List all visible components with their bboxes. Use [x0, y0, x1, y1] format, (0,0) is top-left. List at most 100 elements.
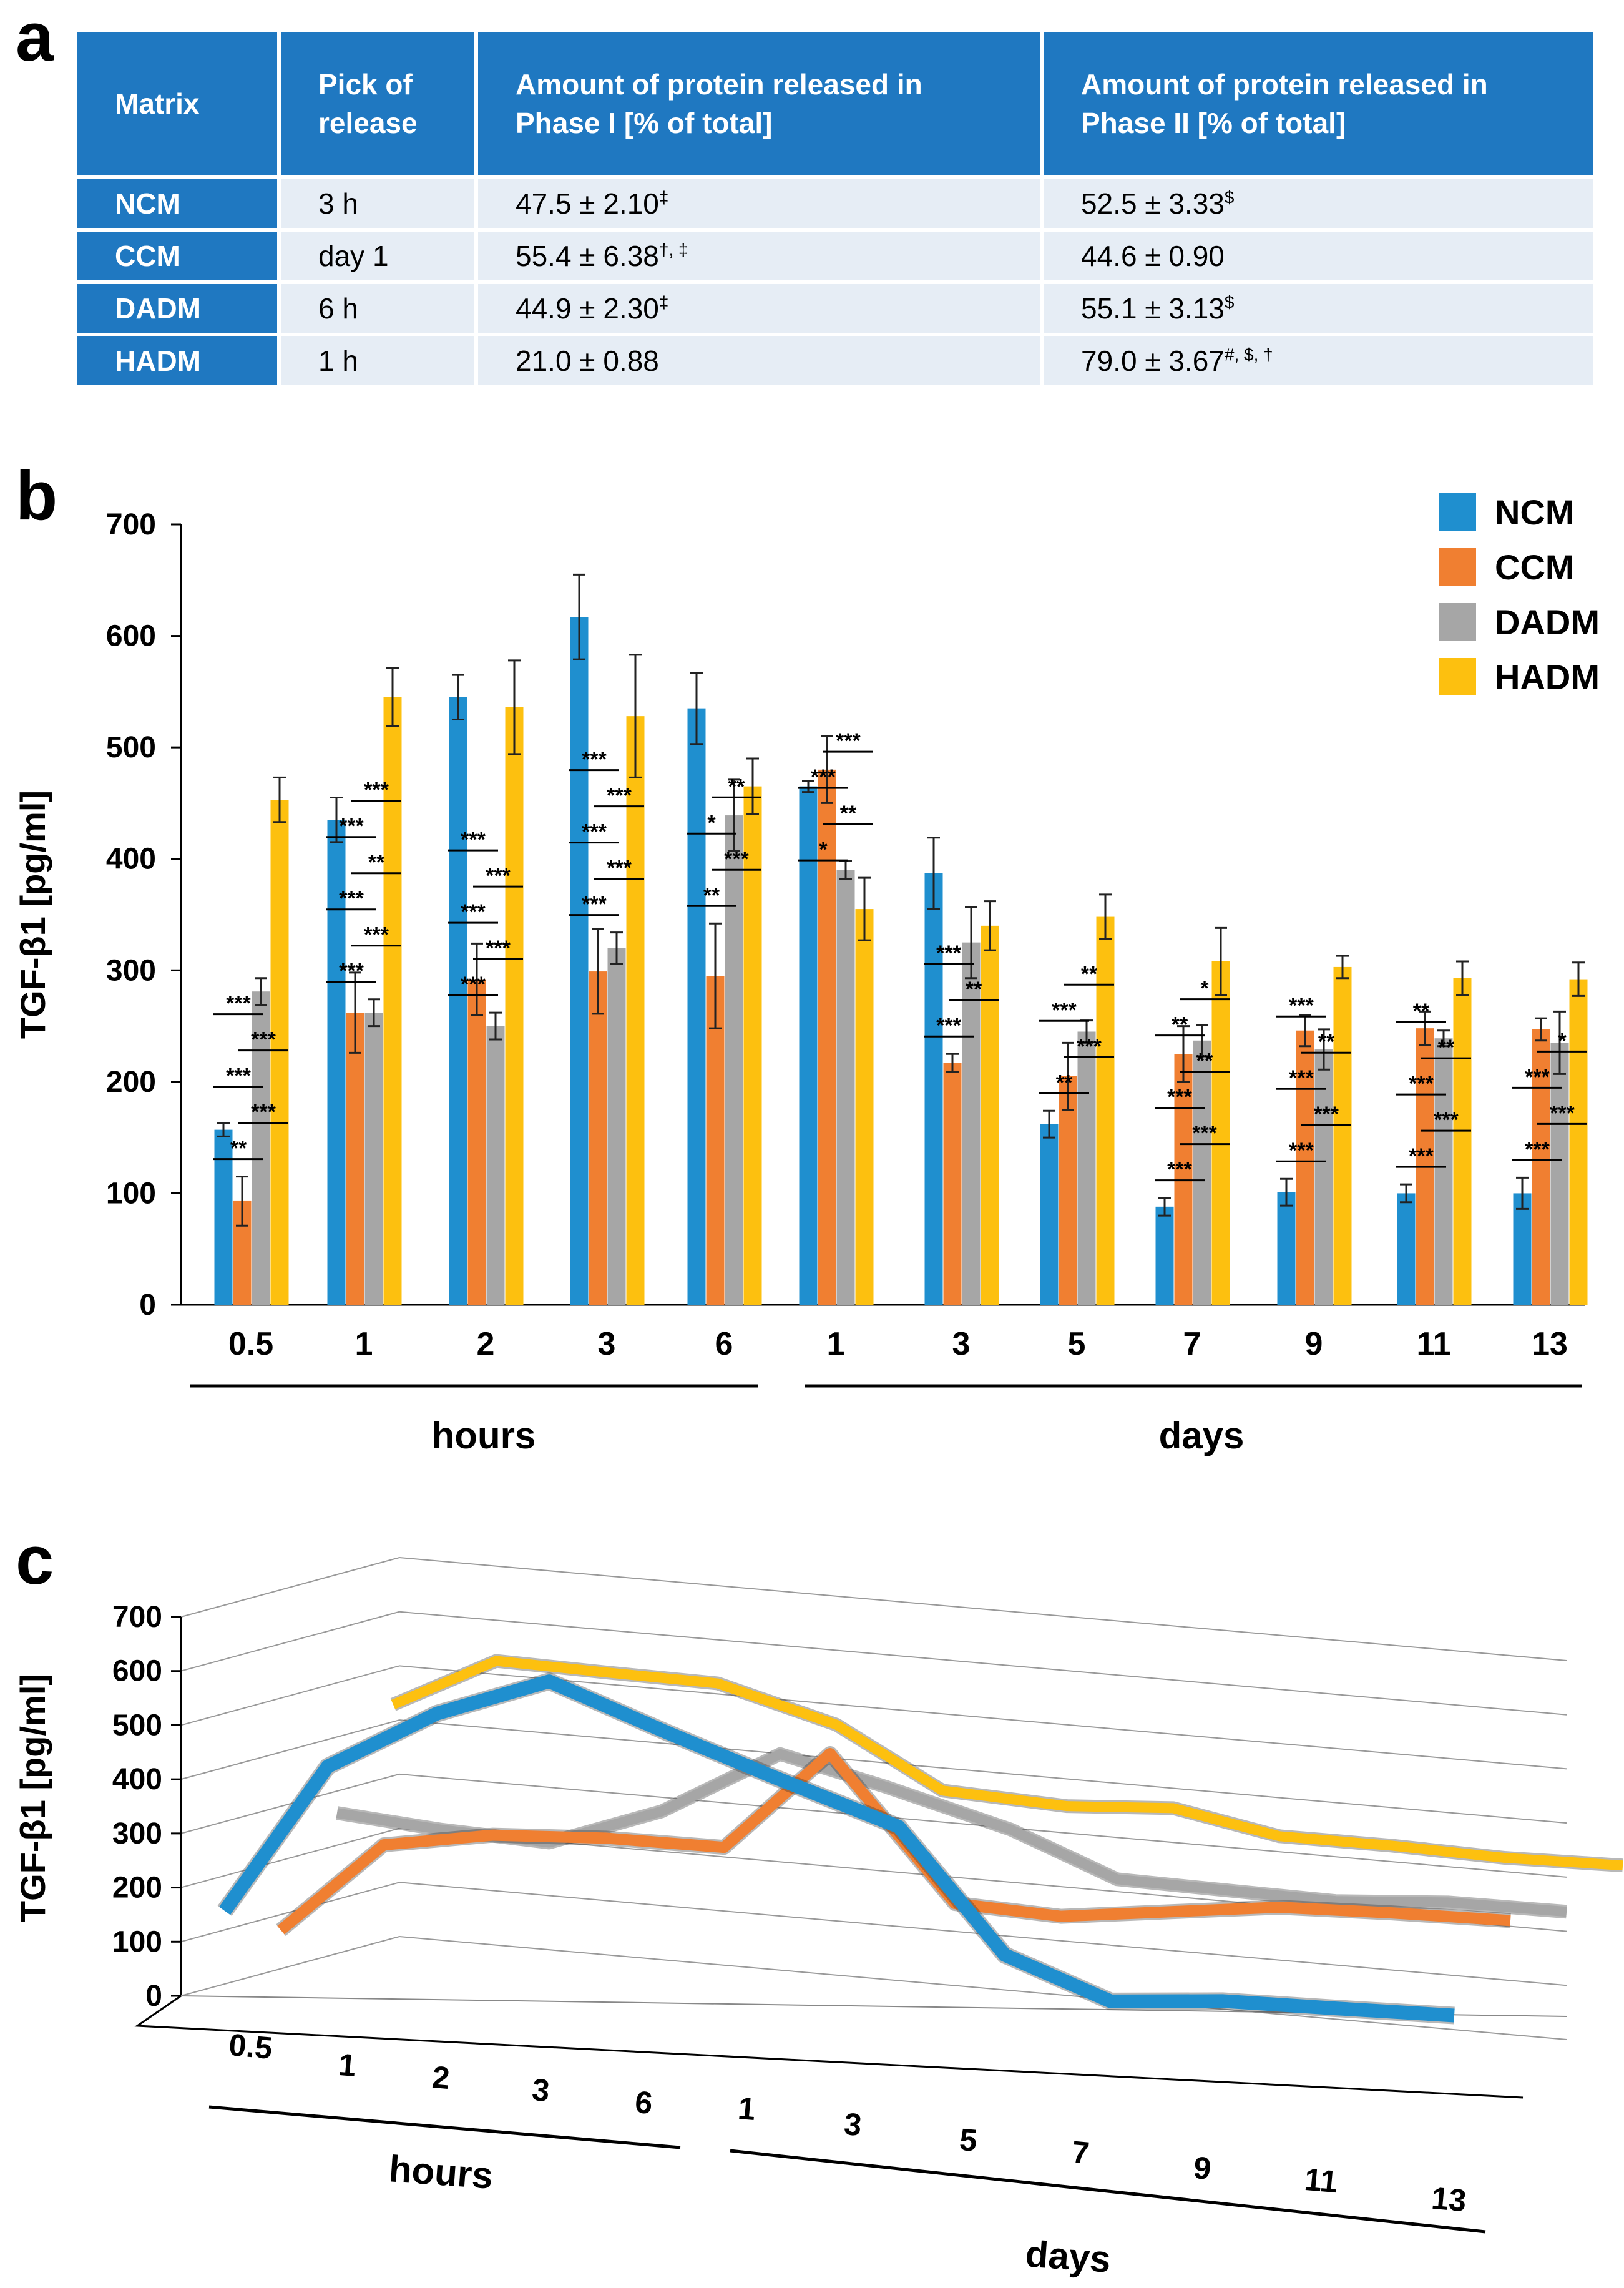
hours-group-line: [208, 2105, 681, 2149]
significance-mark: *: [1200, 977, 1209, 1001]
days-group-line: [730, 2149, 1486, 2234]
bar-hadm: [505, 707, 524, 1305]
bar-dadm: [1550, 1043, 1569, 1305]
bar-ccm: [943, 1063, 962, 1305]
significance-mark: **: [1438, 1036, 1455, 1059]
bar-ncm: [924, 873, 943, 1305]
bar-dadm: [486, 1026, 505, 1305]
days-label: days: [1024, 2232, 1112, 2280]
legend-swatch-ccm: [1439, 548, 1476, 586]
bar-ccm: [1059, 1076, 1077, 1305]
significance-mark: *: [819, 838, 828, 862]
significance-mark: ***: [1550, 1101, 1575, 1125]
grid-side: [180, 1611, 400, 1672]
front-edge: [134, 1995, 1524, 2099]
significance-mark: *: [707, 811, 716, 835]
significance-mark: ***: [339, 960, 364, 983]
significance-mark: **: [1413, 999, 1430, 1023]
bar-ncm: [1277, 1192, 1296, 1305]
x-tick-label: 3: [531, 2072, 551, 2108]
significance-mark: ***: [607, 784, 632, 808]
x-tick-label: 2: [431, 2060, 451, 2096]
x-tick-label: 1: [355, 1326, 373, 1362]
significance-mark: ***: [461, 900, 486, 924]
significance-mark: ***: [1525, 1137, 1550, 1161]
bar-ncm: [1155, 1206, 1174, 1305]
significance-mark: ***: [1077, 1034, 1102, 1058]
significance-mark: **: [1318, 1030, 1335, 1054]
bar-dadm: [1077, 1031, 1096, 1305]
x-tick-label: 9: [1305, 1326, 1323, 1362]
grid-side: [180, 1773, 400, 1834]
grid-side: [180, 1827, 400, 1888]
x-tick-label: 3: [598, 1326, 616, 1362]
bar-hadm: [626, 716, 645, 1305]
bar-hadm: [1211, 961, 1230, 1305]
bar-dadm: [725, 815, 743, 1305]
bar-ccm: [1296, 1030, 1314, 1305]
bar-ncm: [687, 708, 706, 1305]
bar-ncm: [327, 820, 346, 1305]
significance-mark: **: [368, 851, 385, 875]
cell-matrix: DADM: [77, 284, 277, 333]
significance-mark: ***: [1289, 1139, 1314, 1162]
panel-label-b: b: [16, 458, 58, 534]
significance-mark: ***: [339, 887, 364, 911]
bar-dadm: [836, 870, 855, 1305]
y-tick-label: 200: [112, 1872, 162, 1905]
significance-mark: ***: [251, 1101, 276, 1124]
bar-ccm: [818, 769, 836, 1305]
header-phase1: Amount of protein released in Phase I [% …: [478, 32, 1040, 175]
x-tick-label: 13: [1430, 2181, 1467, 2219]
significance-mark: ***: [1409, 1144, 1434, 1168]
significance-mark: ***: [936, 941, 961, 965]
bar-dadm: [1193, 1040, 1211, 1305]
cell-phase2: 79.0 ± 3.67#, $, †: [1044, 336, 1593, 385]
significance-mark: ***: [1289, 1066, 1314, 1090]
significance-mark: ***: [1314, 1102, 1339, 1126]
significance-mark: ***: [461, 828, 486, 852]
significance-mark: ***: [226, 1064, 251, 1088]
cell-phase1: 47.5 ± 2.10‡: [478, 179, 1040, 228]
x-tick-label: 3: [843, 2106, 863, 2143]
y-tick-label: 400: [106, 843, 156, 876]
significance-mark: **: [1056, 1071, 1073, 1094]
bar-hadm: [981, 925, 999, 1305]
x-tick-label: 1: [736, 2091, 757, 2127]
bar-dadm: [607, 948, 626, 1305]
significance-mark: ***: [607, 857, 632, 880]
hours-label: hours: [388, 2148, 494, 2196]
legend-swatch-hadm: [1439, 658, 1476, 695]
significance-mark: ***: [486, 936, 511, 960]
grid-back: [399, 1665, 1567, 1770]
header-matrix: Matrix: [77, 32, 277, 175]
bar-hadm: [270, 800, 289, 1305]
x-tick-label: 1: [827, 1326, 845, 1362]
significance-mark: **: [1081, 962, 1098, 986]
significance-mark: ***: [1409, 1072, 1434, 1096]
significance-mark: ***: [582, 748, 607, 772]
bar-hadm: [1096, 916, 1115, 1305]
y-tick-label: 500: [112, 1709, 162, 1742]
y-tick-label: 0: [145, 1980, 162, 2013]
table-header-row: Matrix Pick of release Amount of protein …: [77, 32, 1593, 175]
bar-ccm: [706, 976, 725, 1305]
legend-swatch-ncm: [1439, 493, 1476, 531]
table-row: HADM 1 h 21.0 ± 0.88 79.0 ± 3.67#, $, †: [77, 336, 1593, 385]
bar-ncm: [570, 617, 589, 1305]
bar-hadm: [1453, 978, 1472, 1305]
days-label: days: [1159, 1415, 1245, 1456]
significance-mark: **: [1172, 1013, 1188, 1037]
release-table: Matrix Pick of release Amount of protein …: [74, 28, 1597, 389]
bar-ncm: [1397, 1193, 1416, 1305]
cell-peak: 6 h: [281, 284, 474, 333]
cell-phase1: 55.4 ± 6.38†, ‡: [478, 232, 1040, 280]
x-tick-label: 1: [337, 2047, 358, 2083]
bar-hadm: [743, 786, 762, 1305]
bar-hadm: [855, 909, 874, 1305]
x-tick-label: 6: [633, 2084, 654, 2121]
significance-mark: **: [840, 802, 857, 825]
x-tick-label: 3: [952, 1326, 971, 1362]
significance-mark: ***: [582, 820, 607, 844]
table-row: CCM day 1 55.4 ± 6.38†, ‡ 44.6 ± 0.90: [77, 232, 1593, 280]
